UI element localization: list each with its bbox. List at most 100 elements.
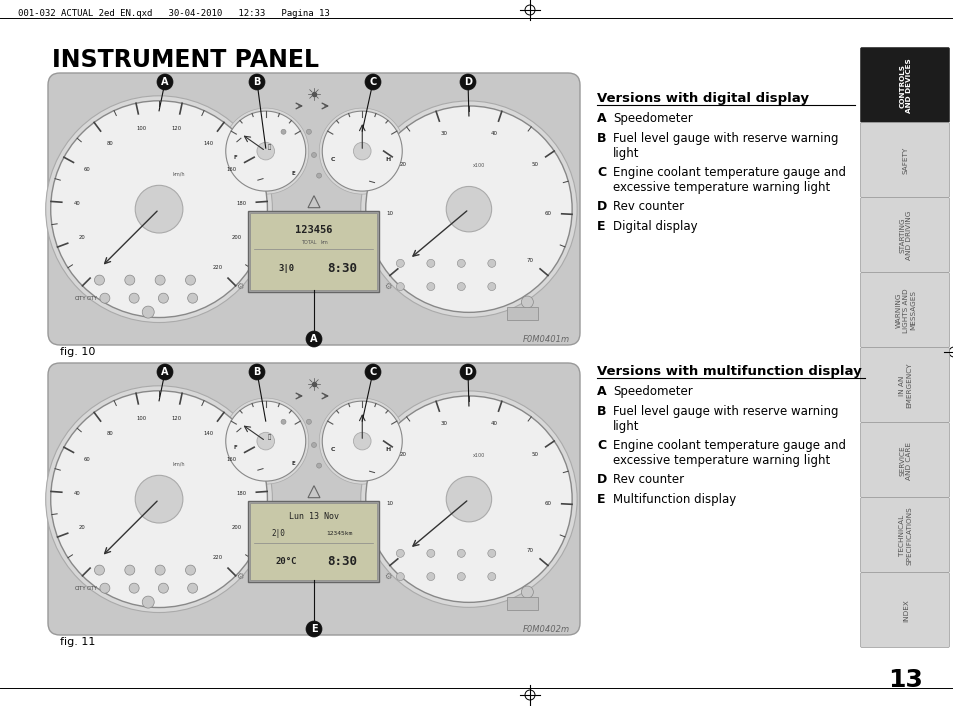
Circle shape <box>94 275 104 285</box>
Text: 20°C: 20°C <box>275 556 296 566</box>
Circle shape <box>319 108 405 194</box>
Text: 40: 40 <box>73 491 80 496</box>
Text: 60: 60 <box>544 210 551 215</box>
Text: 160: 160 <box>226 167 236 172</box>
Circle shape <box>487 259 496 268</box>
Text: 60: 60 <box>83 457 91 462</box>
Circle shape <box>125 565 134 575</box>
Circle shape <box>312 443 316 448</box>
Circle shape <box>456 282 465 291</box>
Circle shape <box>365 74 380 90</box>
Text: F0M0401m: F0M0401m <box>522 335 569 344</box>
Text: 8:30: 8:30 <box>327 555 356 568</box>
Bar <box>506 597 537 610</box>
FancyBboxPatch shape <box>860 573 948 647</box>
Text: 3|0: 3|0 <box>277 264 294 273</box>
Bar <box>248 211 379 292</box>
Text: A: A <box>161 77 169 87</box>
Text: 70: 70 <box>526 258 533 263</box>
Text: TOTAL: TOTAL <box>301 240 316 245</box>
Circle shape <box>395 282 404 291</box>
Circle shape <box>354 432 371 450</box>
Circle shape <box>322 401 402 481</box>
Circle shape <box>360 101 577 318</box>
Circle shape <box>456 549 465 557</box>
Text: 120: 120 <box>172 126 181 131</box>
Text: A: A <box>161 367 169 377</box>
FancyBboxPatch shape <box>860 498 948 573</box>
Circle shape <box>100 293 110 303</box>
Bar <box>251 503 377 580</box>
Text: 100: 100 <box>136 417 147 421</box>
Text: 140: 140 <box>203 140 213 145</box>
Text: Multifunction display: Multifunction display <box>613 493 736 506</box>
Text: C: C <box>331 157 335 162</box>
Circle shape <box>226 401 305 481</box>
Circle shape <box>129 293 139 303</box>
Text: 200: 200 <box>231 525 241 530</box>
Text: 20: 20 <box>78 525 85 530</box>
FancyBboxPatch shape <box>860 123 948 198</box>
Circle shape <box>129 583 139 593</box>
Circle shape <box>395 549 404 557</box>
Circle shape <box>487 282 496 291</box>
Circle shape <box>158 583 169 593</box>
Text: 200: 200 <box>231 235 241 241</box>
Text: H: H <box>385 157 391 162</box>
Text: F: F <box>233 445 237 450</box>
Circle shape <box>125 275 134 285</box>
Circle shape <box>135 475 183 523</box>
Text: Fuel level gauge with reserve warning
light: Fuel level gauge with reserve warning li… <box>613 132 838 160</box>
Text: B: B <box>253 77 260 87</box>
Text: 220: 220 <box>212 265 222 270</box>
Circle shape <box>188 583 197 593</box>
Circle shape <box>46 385 273 613</box>
Text: C: C <box>331 447 335 452</box>
Text: C: C <box>369 367 376 377</box>
Text: ⚙: ⚙ <box>383 572 391 581</box>
Text: D: D <box>463 77 472 87</box>
Circle shape <box>426 573 435 580</box>
Text: INSTRUMENT PANEL: INSTRUMENT PANEL <box>52 48 318 72</box>
Text: ⛽: ⛽ <box>268 434 271 440</box>
FancyBboxPatch shape <box>860 422 948 498</box>
Text: 30: 30 <box>439 421 447 426</box>
Text: x100: x100 <box>473 163 485 168</box>
Text: B: B <box>597 132 606 145</box>
Text: Speedometer: Speedometer <box>613 112 692 125</box>
Text: C: C <box>369 77 376 87</box>
Circle shape <box>185 565 195 575</box>
Text: SERVICE
AND CARE: SERVICE AND CARE <box>899 441 911 479</box>
Circle shape <box>365 396 572 602</box>
Circle shape <box>281 129 286 134</box>
Text: 40: 40 <box>73 201 80 205</box>
Circle shape <box>281 419 286 424</box>
Text: E: E <box>311 624 317 634</box>
Text: Versions with multifunction display: Versions with multifunction display <box>597 365 861 378</box>
Text: D: D <box>597 473 607 486</box>
Text: ⚙: ⚙ <box>383 282 391 291</box>
Circle shape <box>185 275 195 285</box>
Text: C: C <box>597 439 605 452</box>
Circle shape <box>256 143 274 160</box>
Circle shape <box>365 106 572 312</box>
FancyBboxPatch shape <box>48 363 579 635</box>
Circle shape <box>188 293 197 303</box>
Text: 10: 10 <box>386 210 393 215</box>
Text: 120: 120 <box>172 417 181 421</box>
Circle shape <box>222 398 309 484</box>
Circle shape <box>520 586 533 598</box>
Text: F0M0402m: F0M0402m <box>522 625 569 634</box>
Text: ⚙: ⚙ <box>236 282 244 291</box>
Circle shape <box>306 419 311 424</box>
Circle shape <box>426 549 435 557</box>
Text: 10: 10 <box>386 501 393 505</box>
Text: Engine coolant temperature gauge and
excessive temperature warning light: Engine coolant temperature gauge and exc… <box>613 166 845 194</box>
Circle shape <box>155 275 165 285</box>
Text: INDEX: INDEX <box>902 599 908 622</box>
Text: B: B <box>597 405 606 418</box>
Text: 30: 30 <box>439 131 447 136</box>
Text: Fuel level gauge with reserve warning
light: Fuel level gauge with reserve warning li… <box>613 405 838 433</box>
Text: CITY: CITY <box>75 585 87 590</box>
Bar <box>248 501 379 582</box>
